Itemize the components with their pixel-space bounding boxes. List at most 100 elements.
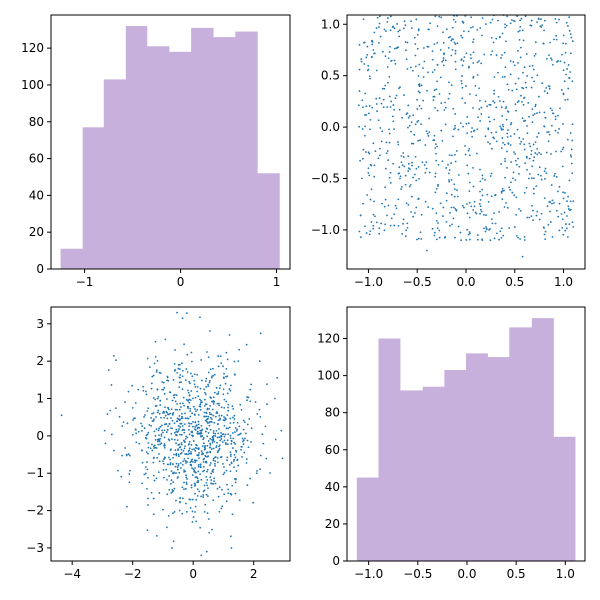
scatter-point	[224, 382, 227, 385]
scatter-point	[403, 27, 405, 30]
scatter-point	[461, 20, 464, 23]
scatter-point	[554, 172, 556, 175]
scatter-point	[552, 63, 554, 66]
scatter-point	[183, 404, 185, 407]
scatter-point	[259, 468, 261, 471]
scatter-point	[394, 204, 397, 207]
scatter-point	[203, 404, 206, 407]
scatter-point	[203, 388, 206, 391]
scatter-point	[476, 152, 478, 155]
scatter-point	[466, 203, 468, 205]
scatter-point	[562, 191, 564, 194]
scatter-point	[559, 107, 561, 110]
scatter-point	[225, 418, 227, 420]
scatter-point	[156, 440, 159, 443]
scatter-point	[467, 233, 470, 236]
scatter-point	[550, 124, 553, 127]
scatter-point	[226, 414, 229, 417]
scatter-point	[259, 454, 262, 457]
scatter-point	[186, 371, 189, 373]
scatter-point	[205, 377, 208, 380]
scatter-point	[209, 437, 212, 440]
scatter-point	[401, 232, 404, 235]
scatter-point	[206, 407, 209, 410]
scatter-point	[152, 474, 155, 477]
scatter-point	[202, 438, 205, 441]
scatter-point	[502, 128, 504, 131]
scatter-point	[415, 179, 418, 182]
scatter-point	[416, 98, 419, 101]
scatter-point	[398, 166, 401, 169]
scatter-point	[187, 457, 189, 460]
scatter-point	[211, 400, 213, 403]
scatter-point	[461, 75, 463, 78]
scatter-point	[183, 481, 185, 484]
scatter-point	[449, 35, 451, 38]
scatter-point	[231, 513, 234, 516]
scatter-point	[411, 161, 413, 164]
scatter-point	[212, 430, 215, 432]
scatter-point	[530, 177, 533, 180]
scatter-point	[423, 60, 426, 63]
scatter-point	[526, 168, 528, 171]
scatter-point	[181, 375, 184, 378]
scatter-point	[161, 381, 164, 383]
scatter-point	[207, 518, 210, 520]
scatter-point	[507, 88, 510, 91]
scatter-point	[397, 198, 400, 201]
scatter-point	[143, 473, 146, 476]
scatter-point	[479, 190, 481, 193]
scatter-point	[358, 90, 361, 92]
scatter-point	[375, 97, 378, 100]
scatter-point	[203, 511, 206, 513]
scatter-point	[196, 495, 199, 497]
scatter-point	[468, 216, 471, 219]
scatter-point	[121, 425, 124, 428]
scatter-point	[402, 222, 404, 225]
scatter-point	[162, 431, 164, 434]
scatter-point	[167, 425, 169, 428]
scatter-point	[447, 97, 450, 100]
scatter-point	[231, 405, 234, 408]
scatter-point	[223, 419, 226, 422]
scatter-point	[163, 458, 165, 460]
scatter-point	[223, 435, 226, 438]
scatter-point	[402, 218, 405, 221]
x-tick-label: 1.0	[556, 567, 575, 581]
scatter-point	[197, 481, 200, 484]
scatter-point	[218, 510, 221, 513]
scatter-point	[496, 232, 498, 235]
hist-bar	[356, 477, 379, 561]
scatter-point	[196, 477, 199, 480]
scatter-point	[209, 413, 211, 416]
scatter-point	[208, 531, 211, 534]
scatter-point	[568, 77, 570, 79]
scatter-point	[406, 222, 409, 225]
scatter-point	[205, 481, 208, 484]
scatter-point	[473, 205, 476, 208]
scatter-point	[191, 521, 194, 523]
scatter-point	[178, 419, 181, 422]
scatter-point	[378, 22, 381, 25]
scatter-point	[493, 212, 495, 215]
scatter-point	[416, 33, 419, 36]
scatter-point	[246, 423, 249, 426]
scatter-point	[513, 151, 515, 153]
scatter-point	[171, 547, 173, 549]
scatter-point	[181, 415, 183, 418]
scatter-point	[424, 200, 427, 203]
scatter-point	[220, 507, 223, 510]
scatter-point	[380, 102, 383, 105]
scatter-point	[155, 428, 158, 431]
scatter-point	[530, 215, 533, 217]
scatter-point	[515, 196, 518, 199]
scatter-point	[469, 93, 471, 96]
scatter-point	[144, 390, 147, 393]
scatter-point	[194, 446, 197, 449]
scatter-point	[200, 450, 203, 453]
scatter-point	[479, 212, 481, 215]
scatter-point	[488, 120, 491, 123]
scatter-point	[187, 429, 190, 431]
scatter-point	[192, 421, 194, 423]
scatter-point	[387, 57, 390, 60]
